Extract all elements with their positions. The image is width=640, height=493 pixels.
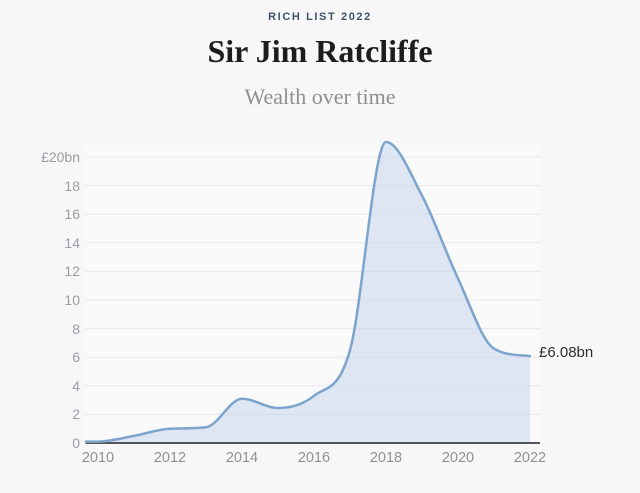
y-tick-label: 6 [72,349,80,365]
x-tick-label: 2020 [441,450,475,466]
y-tick-label: 16 [64,206,80,222]
chart-title: Wealth over time [244,84,396,109]
wealth-area-fill [86,142,530,443]
y-tick-label: 10 [64,292,80,308]
y-tick-label: £20bn [41,149,80,165]
y-tick-label: 12 [64,263,80,279]
x-tick-label: 2018 [369,450,403,466]
y-tick-label: 0 [72,435,80,451]
x-tick-label: 2012 [153,450,187,466]
x-tick-label: 2016 [297,450,331,466]
x-tick-label: 2014 [225,450,259,466]
y-tick-label: 14 [64,235,80,251]
y-tick-label: 18 [64,178,80,194]
page-title: Sir Jim Ratcliffe [207,33,433,69]
current-value-label: £6.08bn [539,344,594,361]
wealth-line [84,140,532,443]
y-tick-label: 4 [72,378,80,394]
y-tick-label: 2 [72,406,80,422]
x-tick-label: 2022 [513,450,547,466]
eyebrow-rich-list: RICH LIST 2022 [268,11,372,23]
y-tick-label: 8 [72,321,80,337]
x-tick-label: 2010 [81,450,115,466]
